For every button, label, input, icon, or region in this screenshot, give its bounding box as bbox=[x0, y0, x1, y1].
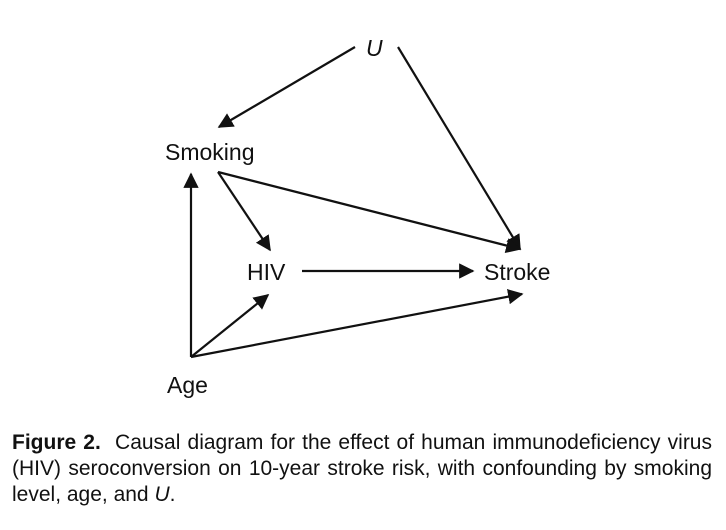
node-stroke: Stroke bbox=[484, 259, 550, 285]
node-u: U bbox=[366, 35, 383, 61]
edge-age-stroke bbox=[190, 289, 524, 359]
node-hiv: HIV bbox=[247, 259, 286, 285]
node-age: Age bbox=[167, 372, 208, 398]
edge-u-smoking bbox=[217, 46, 356, 128]
figure-caption: Figure 2. Causal diagram for the effect … bbox=[12, 430, 712, 508]
node-smoking: Smoking bbox=[165, 139, 254, 165]
caption-end: . bbox=[169, 483, 176, 506]
causal-diagram: U Smoking HIV Stroke Age bbox=[165, 35, 550, 398]
caption-label: Figure 2. bbox=[12, 431, 101, 454]
caption-italic-u: U bbox=[154, 483, 170, 506]
edge-smoking-stroke bbox=[217, 170, 522, 254]
caption-text: Causal diagram for the effect of human i… bbox=[12, 431, 712, 506]
edge-age-hiv bbox=[190, 294, 270, 358]
edge-u-stroke bbox=[397, 46, 521, 251]
edge-smoking-hiv bbox=[217, 171, 271, 252]
